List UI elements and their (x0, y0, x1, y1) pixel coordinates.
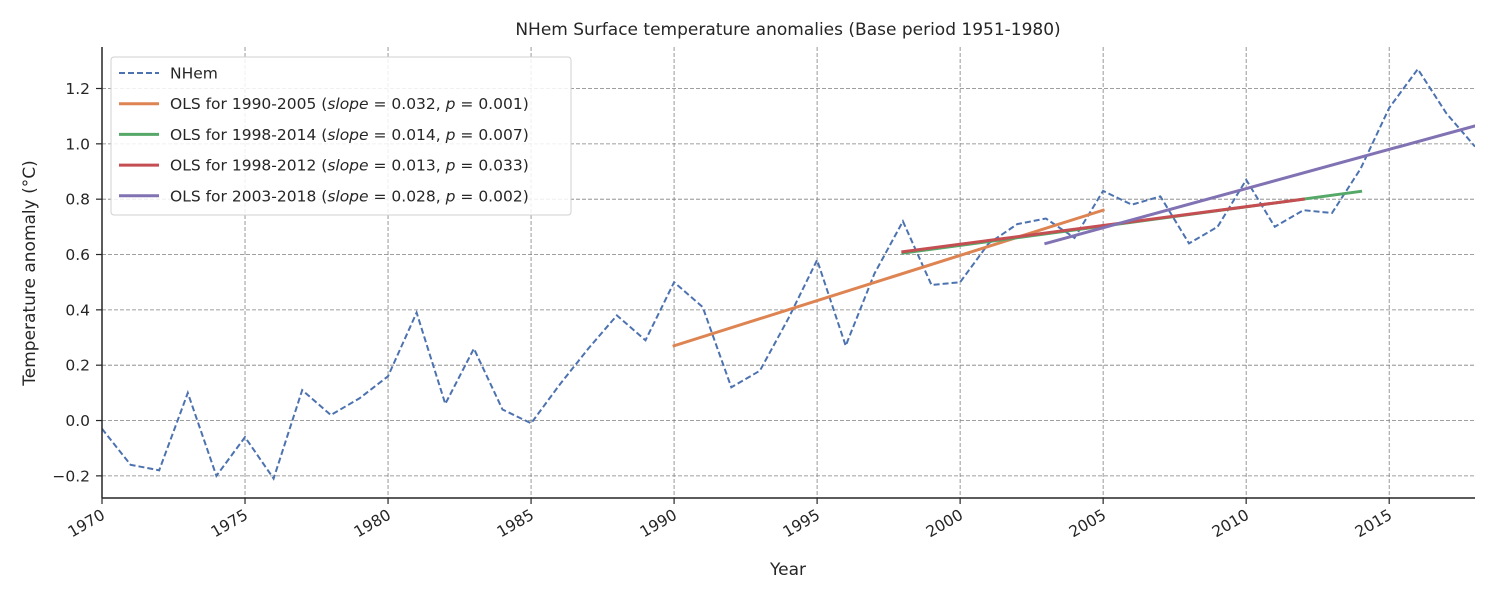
y-tick-label: 0.4 (65, 301, 90, 319)
x-tick-label: 2010 (1209, 506, 1252, 541)
legend-entry-label: OLS for 1998-2014 (slope = 0.014, p = 0.… (170, 126, 529, 144)
x-tick-label: 1970 (65, 506, 108, 541)
y-tick-label: 0.2 (65, 357, 90, 375)
legend-box (110, 56, 572, 216)
x-tick-label: 1980 (351, 506, 394, 541)
y-tick-label: 1.2 (65, 80, 90, 98)
y-tick-label: −0.2 (52, 467, 90, 485)
x-tick-label: 1995 (780, 506, 823, 541)
y-tick-label: 1.0 (65, 135, 90, 153)
legend-entry-label: OLS for 2003-2018 (slope = 0.028, p = 0.… (170, 187, 529, 205)
series-line-nhem (102, 67, 1475, 481)
legend-entry-label: OLS for 1998-2012 (slope = 0.013, p = 0.… (170, 157, 529, 175)
y-tick-label: 0.6 (65, 246, 90, 264)
legend: NHem OLS for 1990-2005 (slope = 0.032, p … (110, 56, 572, 216)
x-tick-label: 2015 (1352, 506, 1395, 541)
x-tick-label: 1975 (208, 506, 251, 541)
x-tick-label: 1990 (637, 506, 680, 541)
legend-entry-label: NHem (170, 65, 218, 83)
y-tick-label: 0.0 (65, 412, 90, 430)
x-tick-label: 1985 (494, 506, 537, 541)
x-tick-label: 2005 (1066, 506, 1109, 541)
series-line-ols-1998-2012 (901, 197, 1306, 254)
series-layer (102, 67, 1475, 481)
series-line-ols-2003-2018 (1044, 124, 1475, 246)
series-line-ols-1990-2005 (672, 208, 1105, 348)
y-tick-label: 0.8 (65, 191, 90, 209)
legend-entry-label: OLS for 1990-2005 (slope = 0.032, p = 0.… (170, 95, 529, 113)
y-axis-label: Temperature anomaly (°C) (20, 160, 40, 386)
x-axis-label: Year (769, 560, 806, 580)
x-tick-label: 2000 (923, 506, 966, 541)
chart-title: NHem Surface temperature anomalies (Base… (515, 20, 1060, 40)
